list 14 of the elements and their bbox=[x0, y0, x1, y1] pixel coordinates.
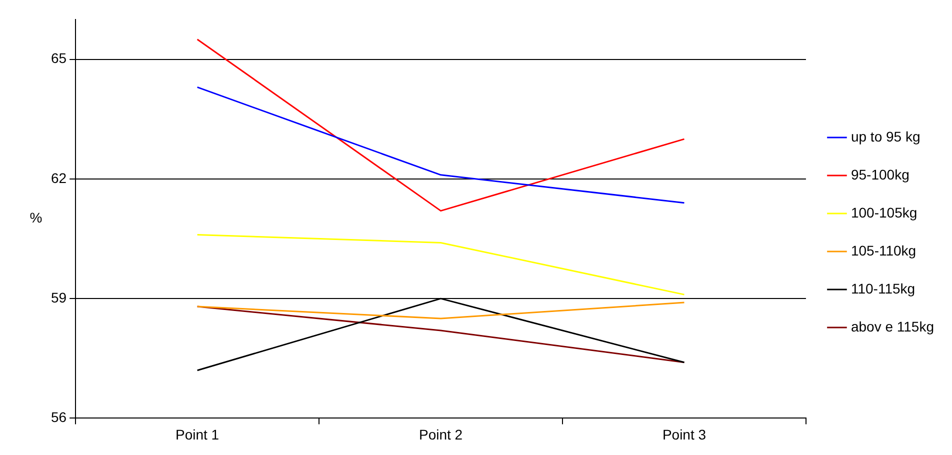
y-tick-label: 62 bbox=[50, 170, 67, 186]
legend-label: 100-105kg bbox=[850, 204, 918, 220]
legend-label: 105-110kg bbox=[850, 242, 916, 258]
x-tick-label: Point 2 bbox=[418, 426, 463, 442]
legend-label: 110-115kg bbox=[850, 280, 916, 296]
legend-label: up to 95 kg bbox=[850, 128, 920, 144]
y-tick-label: 56 bbox=[50, 409, 67, 426]
legend-label: 95-100kg bbox=[850, 166, 910, 182]
y-tick-label: 65 bbox=[50, 50, 67, 66]
legend-label: abov e 115kg bbox=[850, 318, 934, 334]
x-tick-label: Point 3 bbox=[662, 426, 706, 442]
x-tick-label: Point 1 bbox=[176, 426, 220, 442]
y-tick-label: 59 bbox=[50, 289, 67, 306]
y-axis-title: % bbox=[30, 210, 42, 226]
